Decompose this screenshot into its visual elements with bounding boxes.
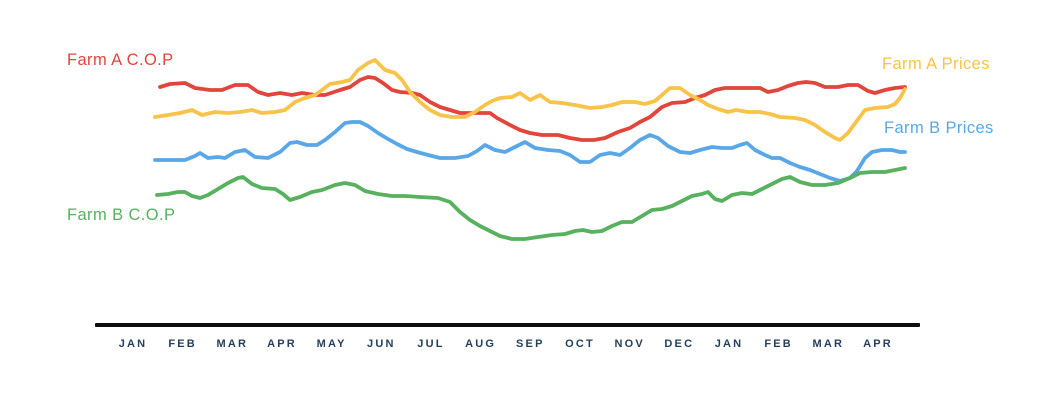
series-line-farm-b-prices xyxy=(153,120,907,183)
series-line-farm-b-cop xyxy=(155,166,907,241)
x-axis-label-1-feb: FEB xyxy=(168,338,197,350)
x-axis-label-15-apr: APR xyxy=(863,338,893,350)
series-line-farm-a-prices xyxy=(153,58,907,142)
x-axis-label-10-nov: NOV xyxy=(614,338,645,350)
x-axis-label-11-dec: DEC xyxy=(664,338,695,350)
series-label-farm-a-prices: Farm A Prices xyxy=(882,55,990,73)
x-axis-label-6-jul: JUL xyxy=(417,338,445,350)
x-axis-label-5-jun: JUN xyxy=(367,338,396,350)
x-axis-label-3-apr: APR xyxy=(267,338,297,350)
series-label-farm-a-cop: Farm A C.O.P xyxy=(67,51,174,69)
x-axis-label-14-mar: MAR xyxy=(812,338,845,350)
series-label-farm-b-prices: Farm B Prices xyxy=(884,119,994,137)
x-axis-label-8-sep: SEP xyxy=(516,338,545,350)
x-axis-label-9-oct: OCT xyxy=(565,338,595,350)
x-axis-label-2-mar: MAR xyxy=(216,338,249,350)
series-line-farm-a-cop xyxy=(158,75,907,142)
x-axis-label-13-feb: FEB xyxy=(764,338,793,350)
x-axis-label-4-may: MAY xyxy=(316,338,347,350)
x-axis-line xyxy=(95,323,920,327)
x-axis-label-0-jan: JAN xyxy=(118,338,148,350)
series-label-farm-b-cop: Farm B C.O.P xyxy=(67,206,176,224)
x-axis-label-7-aug: AUG xyxy=(465,338,497,350)
x-axis-label-12-jan: JAN xyxy=(714,338,744,350)
